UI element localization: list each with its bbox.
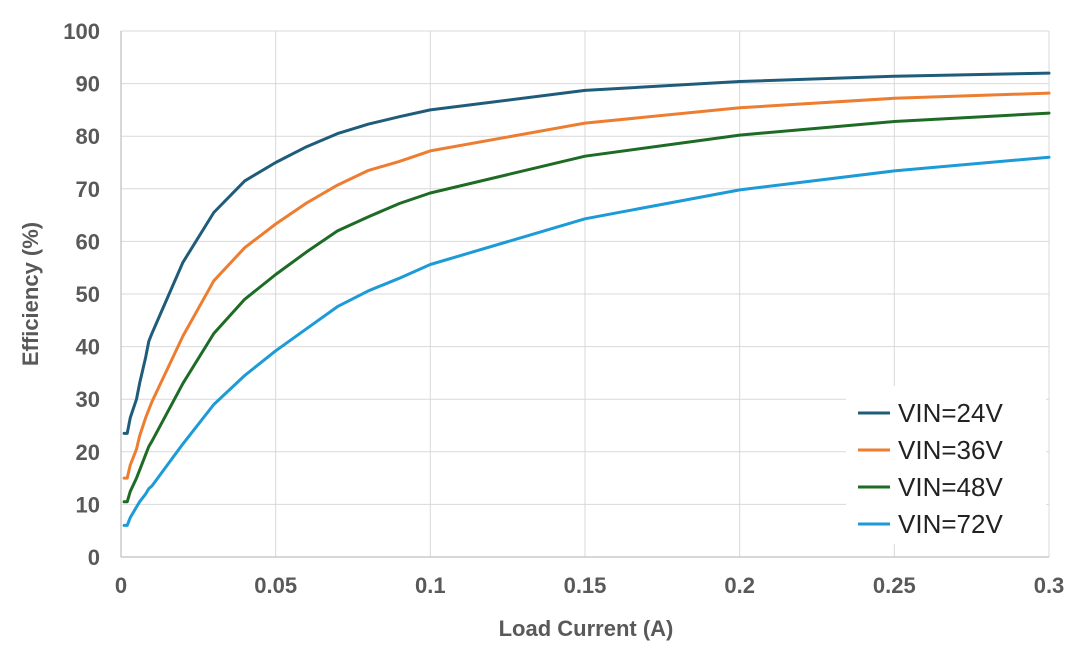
x-tick-label: 0 bbox=[115, 573, 127, 598]
axes bbox=[120, 31, 1049, 558]
y-tick-label: 10 bbox=[76, 492, 100, 517]
x-tick-label: 0.3 bbox=[1034, 573, 1065, 598]
legend: VIN=24V VIN=36V VIN=48V VIN=72V bbox=[846, 386, 1046, 544]
legend-label: VIN=72V bbox=[898, 509, 1003, 539]
series-line-2 bbox=[122, 91, 1051, 480]
legend-label: VIN=48V bbox=[898, 472, 1003, 502]
legend-label: VIN=24V bbox=[898, 398, 1003, 428]
x-tick-label: 0.15 bbox=[564, 573, 607, 598]
legend-label: VIN=36V bbox=[898, 435, 1003, 465]
x-axis-title: Load Current (A) bbox=[499, 616, 674, 641]
y-tick-label: 80 bbox=[76, 124, 100, 149]
y-tick-label: 30 bbox=[76, 387, 100, 412]
y-tick-label: 70 bbox=[76, 177, 100, 202]
y-tick-label: 0 bbox=[88, 545, 100, 570]
y-tick-label: 20 bbox=[76, 440, 100, 465]
series-line-3 bbox=[122, 111, 1051, 504]
series-line-1 bbox=[122, 71, 1051, 435]
x-tick-label: 0.2 bbox=[724, 573, 755, 598]
series-line-4 bbox=[122, 155, 1051, 527]
x-tick-label: 0.25 bbox=[873, 573, 916, 598]
tick-labels: 0 10 20 30 40 50 60 70 80 90 100 0 0.05 0.1 0.15 0.2 0.2… bbox=[63, 19, 1064, 598]
y-tick-label: 50 bbox=[76, 282, 100, 307]
y-tick-label: 90 bbox=[76, 72, 100, 97]
x-tick-label: 0.1 bbox=[415, 573, 446, 598]
y-tick-label: 40 bbox=[76, 335, 100, 360]
y-tick-label: 60 bbox=[76, 229, 100, 254]
x-tick-label: 0.05 bbox=[254, 573, 297, 598]
y-tick-label: 100 bbox=[63, 19, 100, 44]
grid bbox=[121, 30, 1050, 557]
plot-area bbox=[122, 71, 1051, 527]
y-axis-title: Efficiency (%) bbox=[18, 222, 43, 366]
